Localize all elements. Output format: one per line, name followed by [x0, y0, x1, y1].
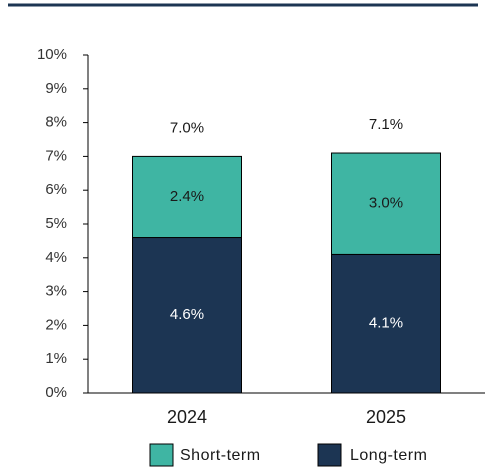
legend-swatch [149, 443, 174, 467]
segment-label: 4.6% [170, 306, 204, 323]
y-tick-label: 3% [45, 283, 67, 300]
legend-label: Short-term [180, 447, 261, 464]
total-label: 7.0% [170, 119, 204, 136]
bar-segment [331, 253, 441, 394]
y-tick-label: 6% [45, 181, 67, 198]
y-tick-label: 2% [45, 316, 67, 333]
y-tick-label: 4% [45, 249, 67, 266]
segment-label: 2.4% [170, 188, 204, 205]
legend-swatch [317, 443, 342, 467]
bar-segment [331, 152, 441, 255]
y-tick-label: 5% [45, 215, 67, 232]
bar-segment [132, 155, 242, 239]
x-tick-label: 2024 [167, 407, 207, 427]
y-tick-label: 0% [45, 384, 67, 401]
total-label: 7.1% [369, 116, 403, 133]
x-tick-label: 2025 [366, 407, 406, 427]
y-tick-label: 7% [45, 147, 67, 164]
legend-label: Long-term [350, 447, 427, 464]
segment-label: 3.0% [369, 195, 403, 212]
y-tick-label: 1% [45, 350, 67, 367]
y-tick-label: 9% [45, 80, 67, 97]
bar-segment [132, 237, 242, 394]
y-tick-label: 10% [37, 46, 67, 63]
y-tick-label: 8% [45, 114, 67, 131]
segment-label: 4.1% [369, 315, 403, 332]
